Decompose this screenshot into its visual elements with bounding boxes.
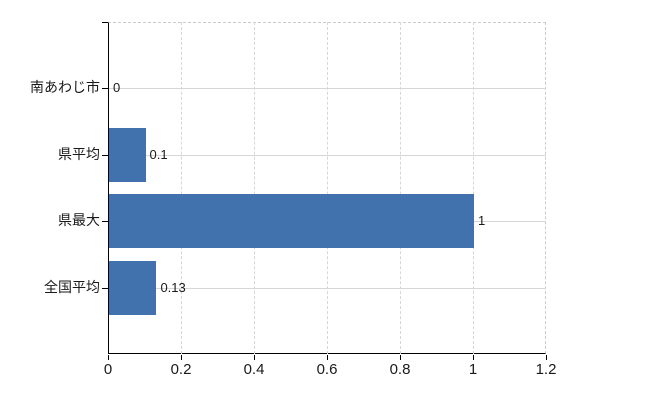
category-label: 県最大 xyxy=(58,212,100,229)
value-label: 0 xyxy=(113,80,121,96)
value-label: 0.13 xyxy=(160,279,186,295)
x-axis-tick xyxy=(327,355,328,360)
x-axis-tick xyxy=(254,355,255,360)
category-label: 全国平均 xyxy=(44,278,100,295)
x-axis-tick-label: 0.2 xyxy=(170,361,192,378)
category-label: 南あわじ市 xyxy=(30,79,100,96)
x-gridline xyxy=(400,22,401,354)
value-label: 0.1 xyxy=(149,146,168,162)
x-axis-tick-label: 0.6 xyxy=(316,361,338,378)
bar xyxy=(109,127,146,182)
y-axis-end-tick xyxy=(102,22,108,23)
x-axis-tick-label: 0 xyxy=(103,361,113,378)
x-gridline xyxy=(181,22,182,354)
x-gridline xyxy=(327,22,328,354)
x-gridline xyxy=(473,22,474,354)
category-gridline xyxy=(109,287,546,289)
x-axis-tick-label: 0.8 xyxy=(389,361,411,378)
y-axis-tick xyxy=(102,88,108,90)
bar xyxy=(109,194,474,249)
bar xyxy=(109,260,157,315)
y-axis-tick xyxy=(102,154,108,156)
x-axis-tick xyxy=(546,355,547,360)
x-axis-tick xyxy=(400,355,401,360)
x-axis-tick xyxy=(181,355,182,360)
y-axis-tick xyxy=(102,287,108,289)
x-axis-tick-label: 1.2 xyxy=(535,361,557,378)
y-axis-tick xyxy=(102,221,108,223)
x-axis-tick xyxy=(473,355,474,360)
category-label: 県平均 xyxy=(58,145,100,162)
x-axis-tick xyxy=(108,355,109,360)
x-axis-tick-label: 0.4 xyxy=(243,361,265,378)
x-axis-tick-label: 1 xyxy=(468,361,478,378)
category-gridline xyxy=(109,154,546,156)
value-label: 1 xyxy=(478,213,486,229)
category-gridline xyxy=(109,88,546,90)
x-gridline xyxy=(254,22,255,354)
